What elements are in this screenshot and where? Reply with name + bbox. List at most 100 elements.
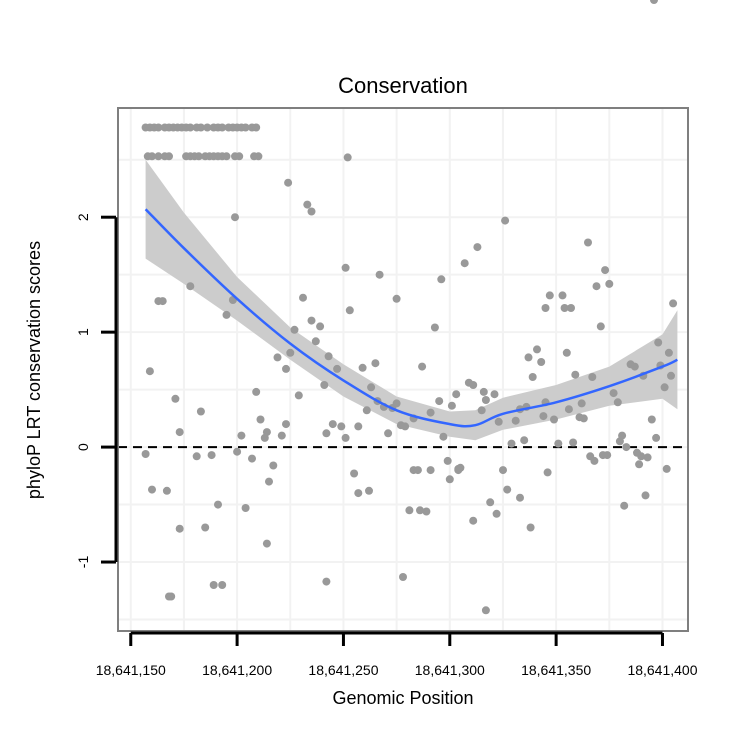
y-axis-label: phyloP LRT conservation scores xyxy=(24,241,44,499)
data-point xyxy=(454,466,463,475)
data-point xyxy=(615,437,624,446)
data-point xyxy=(222,310,231,319)
data-point xyxy=(171,394,180,403)
data-point xyxy=(192,452,201,461)
data-point xyxy=(592,282,601,291)
data-point xyxy=(524,353,533,362)
data-point xyxy=(660,383,669,392)
data-point xyxy=(605,279,614,288)
data-point xyxy=(469,381,478,389)
data-point xyxy=(384,429,393,438)
data-point xyxy=(413,466,422,475)
data-point xyxy=(358,363,367,372)
data-point xyxy=(571,370,580,379)
data-point xyxy=(237,431,246,440)
data-point xyxy=(507,439,516,448)
data-point xyxy=(154,123,163,132)
data-point xyxy=(577,399,586,408)
data-point xyxy=(643,453,652,462)
data-point xyxy=(233,447,242,456)
x-axis-label: Genomic Position xyxy=(332,688,473,708)
data-point xyxy=(569,438,578,447)
data-point xyxy=(262,539,271,548)
data-point xyxy=(620,501,629,510)
data-point xyxy=(209,581,218,589)
x-tick-label: 18,641,200 xyxy=(202,662,272,678)
y-tick-label: -1 xyxy=(75,556,91,569)
data-point xyxy=(584,238,592,247)
data-point xyxy=(416,506,424,515)
data-point xyxy=(426,408,435,417)
data-point xyxy=(558,291,567,300)
data-point xyxy=(322,429,331,438)
data-point xyxy=(282,364,290,373)
data-point xyxy=(596,322,605,331)
data-point xyxy=(452,390,461,399)
data-point xyxy=(371,359,380,368)
data-point xyxy=(539,412,548,421)
data-point xyxy=(307,207,316,216)
data-point xyxy=(479,387,488,396)
data-point xyxy=(613,398,622,407)
data-point xyxy=(520,436,529,445)
data-point xyxy=(664,348,673,357)
data-point xyxy=(439,432,448,441)
data-point xyxy=(207,451,216,460)
data-point xyxy=(494,417,503,426)
data-point xyxy=(186,282,195,291)
data-point xyxy=(328,420,337,429)
data-point xyxy=(231,213,239,222)
data-point xyxy=(630,362,639,371)
data-point xyxy=(601,266,610,275)
data-point xyxy=(367,383,376,392)
data-point xyxy=(652,433,661,442)
data-point xyxy=(262,428,271,437)
data-point xyxy=(392,399,401,408)
data-point xyxy=(252,387,261,396)
data-point xyxy=(218,581,227,589)
data-point xyxy=(667,371,675,380)
data-point xyxy=(303,200,312,209)
data-point xyxy=(241,504,250,512)
data-point xyxy=(341,433,350,442)
data-point xyxy=(579,414,588,423)
data-point xyxy=(528,373,537,381)
data-point xyxy=(354,422,363,431)
data-point xyxy=(322,577,331,586)
data-point xyxy=(430,323,439,332)
data-point xyxy=(422,507,431,516)
data-point xyxy=(418,362,427,371)
data-point xyxy=(290,325,299,334)
data-point xyxy=(405,506,414,515)
data-point xyxy=(560,304,569,312)
data-point xyxy=(324,352,333,361)
data-point xyxy=(443,456,452,465)
data-point xyxy=(284,178,293,187)
data-point xyxy=(516,493,524,502)
data-point xyxy=(235,152,244,161)
data-point xyxy=(162,486,171,495)
data-point xyxy=(311,337,320,346)
data-point xyxy=(501,216,510,225)
data-point xyxy=(341,263,350,272)
data-point xyxy=(641,491,650,500)
data-point xyxy=(492,509,501,518)
data-point xyxy=(437,275,446,284)
data-point xyxy=(392,294,401,303)
data-point xyxy=(148,152,156,161)
data-point xyxy=(286,348,295,357)
data-point xyxy=(320,381,329,389)
data-point xyxy=(481,396,490,404)
data-point xyxy=(669,299,678,308)
confidence-ribbon xyxy=(145,159,678,441)
data-point xyxy=(307,316,316,325)
data-point xyxy=(499,466,507,475)
data-point xyxy=(196,123,205,132)
data-point xyxy=(445,475,454,484)
data-point xyxy=(543,468,552,477)
data-point xyxy=(294,391,303,400)
data-point xyxy=(554,439,563,448)
data-point xyxy=(545,291,554,300)
data-point xyxy=(537,358,546,366)
